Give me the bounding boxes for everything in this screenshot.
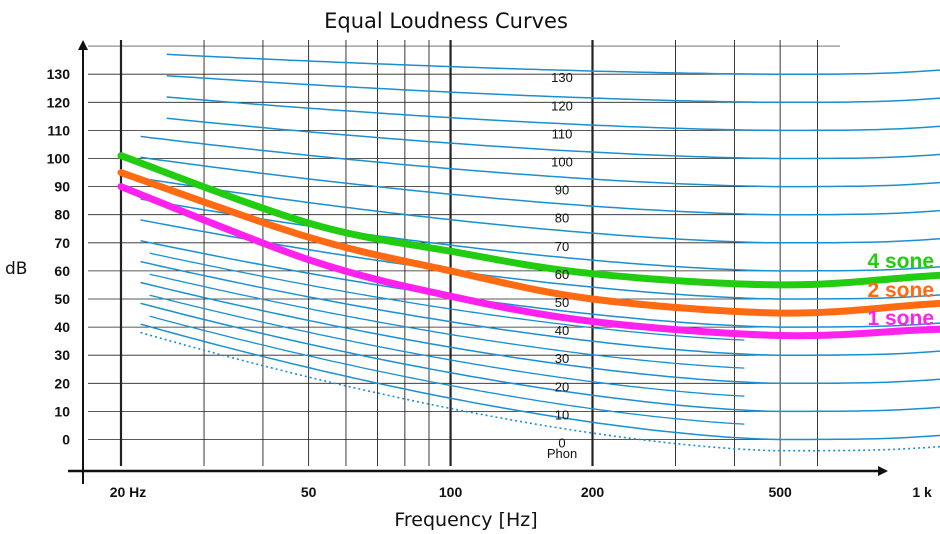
y-tick-label: 20 — [54, 375, 70, 391]
phon-contour — [140, 219, 940, 300]
phon-level-label: 10 — [555, 407, 569, 422]
y-tick-label: 40 — [54, 319, 70, 335]
phon-level-label: 0 — [558, 436, 565, 451]
phon-contour — [140, 260, 940, 356]
phon-unit-label: Phon — [547, 446, 577, 461]
phon-level-label: 60 — [555, 267, 569, 282]
phon-level-label: 30 — [555, 351, 569, 366]
x-tick-label: 1 k — [912, 484, 932, 500]
y-tick-label: 100 — [47, 151, 71, 167]
x-tick-label: 50 — [301, 484, 317, 500]
sone-legend: 4 sone 2 sone 1 sone — [867, 250, 934, 330]
legend-4-sone: 4 sone — [867, 250, 934, 273]
y-tick-label: 130 — [47, 66, 71, 82]
phon-level-label: 40 — [555, 323, 569, 338]
legend-1-sone: 1 sone — [867, 307, 934, 330]
sone-curve-2-sone — [117, 169, 940, 317]
y-tick-label: 110 — [47, 122, 70, 138]
phon-level-label: 70 — [555, 239, 569, 254]
phon-level-label: 80 — [555, 211, 569, 226]
phon-contour — [166, 74, 940, 104]
y-tick-label: 80 — [54, 207, 70, 223]
chart-title: Equal Loudness Curves — [324, 9, 568, 33]
y-axis-label: dB — [5, 259, 27, 279]
phon-level-label: 120 — [551, 98, 573, 113]
y-tick-labels: 0 10 20 30 40 50 60 70 80 90 100 110 120 130 — [47, 66, 71, 447]
y-tick-label: 10 — [54, 403, 70, 419]
legend-2-sone: 2 sone — [867, 279, 934, 302]
phon-contour — [140, 281, 940, 385]
sone-curve-4-sone — [117, 152, 940, 289]
y-tick-label: 70 — [54, 235, 70, 251]
x-tick-label: 500 — [768, 484, 792, 500]
x-tick-label: 200 — [581, 484, 605, 500]
phon-contour-minor — [149, 252, 745, 341]
phon-level-label: 50 — [555, 295, 569, 310]
sone-curve-1-sone — [117, 183, 940, 340]
phon-contour-minor — [149, 315, 745, 425]
y-tick-label: 60 — [54, 263, 70, 279]
phon-level-label: 130 — [551, 70, 573, 85]
phon-contours — [140, 53, 940, 452]
x-axis-label: Frequency [Hz] — [394, 509, 537, 531]
y-tick-label: 0 — [62, 432, 70, 448]
y-tick-label: 90 — [54, 179, 70, 195]
phon-contour — [166, 96, 940, 132]
y-tick-label: 30 — [54, 347, 70, 363]
sone-curves — [117, 152, 940, 340]
phon-contour — [140, 177, 940, 244]
phon-level-label: 110 — [552, 126, 573, 141]
phon-contour — [166, 117, 940, 160]
phon-level-label: 20 — [555, 379, 569, 394]
phon-labels: 0 10 20 30 40 50 60 70 80 90 100 110 120 130 — [551, 70, 573, 450]
phon-contour — [140, 323, 940, 441]
phon-contour — [166, 53, 940, 75]
y-tick-label: 50 — [54, 291, 70, 307]
phon-contour-minor — [149, 273, 745, 369]
x-tick-label: 20 Hz — [110, 484, 147, 500]
x-tick-label: 100 — [439, 484, 463, 500]
phon-contour — [140, 239, 940, 328]
phon-level-label: 90 — [555, 183, 569, 198]
phon-contour — [140, 135, 940, 188]
phon-level-label: 100 — [551, 155, 573, 170]
phon-contour — [140, 302, 940, 413]
y-tick-label: 120 — [47, 94, 71, 110]
hearing-threshold-curve — [140, 331, 940, 452]
axes — [68, 40, 888, 484]
phon-contour — [140, 156, 940, 216]
phon-contour-minor — [149, 294, 745, 397]
